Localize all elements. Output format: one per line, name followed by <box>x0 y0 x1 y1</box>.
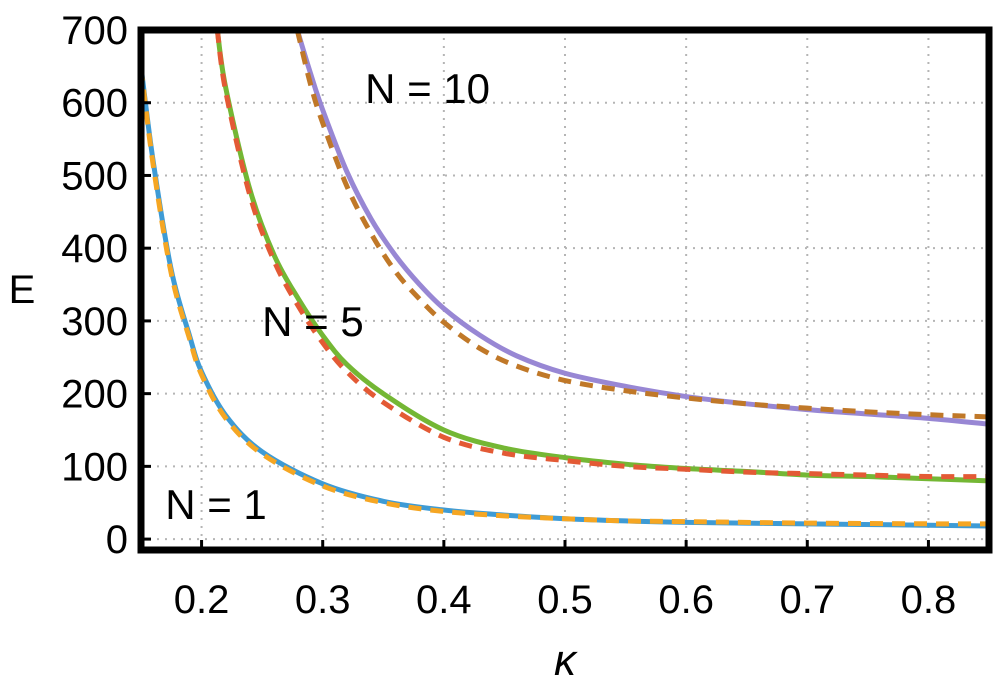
y-tick-label: 700 <box>61 9 128 53</box>
x-tick-label: 0.8 <box>901 578 957 622</box>
y-tick-label: 500 <box>61 154 128 198</box>
x-tick-label: 0.3 <box>295 578 351 622</box>
series-line-2 <box>141 67 989 527</box>
y-axis-label: E <box>9 268 36 312</box>
series-group <box>141 30 989 529</box>
x-tick-label: 0.7 <box>779 578 835 622</box>
curve-annotation: N = 1 <box>165 481 267 528</box>
x-ticks: 0.2 0.3 0.4 0.5 0.6 0.7 0.8 <box>174 540 956 622</box>
x-axis-label: κ <box>554 636 578 685</box>
y-tick-label: 100 <box>61 445 128 489</box>
grid <box>141 29 989 550</box>
y-tick-label: 200 <box>61 373 128 417</box>
x-tick-label: 0.4 <box>416 578 472 622</box>
y-tick-label: 0 <box>106 518 128 562</box>
x-tick-label: 0.6 <box>658 578 714 622</box>
x-tick-label: 0.2 <box>174 578 230 622</box>
curve-annotation: N = 5 <box>262 298 364 345</box>
y-tick-label: 400 <box>61 227 128 271</box>
series-line-6 <box>294 30 989 420</box>
y-ticks: 0 100 200 300 400 500 600 700 <box>61 9 151 562</box>
curve-annotation: N = 10 <box>365 65 490 112</box>
x-tick-label: 0.5 <box>537 578 593 622</box>
y-tick-label: 600 <box>61 82 128 126</box>
y-tick-label: 300 <box>61 300 128 344</box>
annotations: N = 10 N = 5 N = 1 <box>165 65 490 528</box>
